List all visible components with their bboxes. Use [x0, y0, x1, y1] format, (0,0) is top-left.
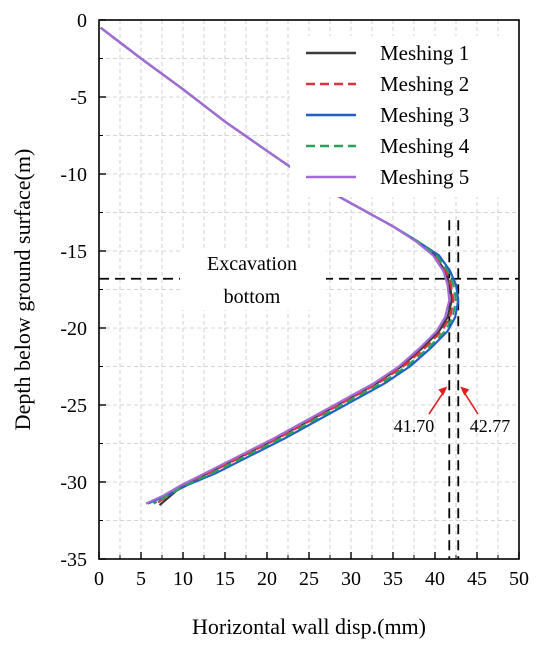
series-group [100, 26, 460, 506]
y-tick-label: -25 [60, 395, 87, 417]
min-displacement-label: 41.70 [394, 416, 435, 436]
x-tick-label: 0 [94, 568, 104, 590]
y-tick-label: -35 [60, 549, 87, 571]
legend-label: Meshing 3 [380, 103, 469, 127]
max-displacement-label: 42.77 [470, 416, 511, 436]
series-line [100, 26, 458, 505]
excavation-label-background [180, 250, 326, 310]
legend-label: Meshing 4 [380, 134, 470, 158]
excavation-label-line1: Excavation [207, 253, 297, 275]
x-tick-label: 30 [341, 568, 361, 590]
excavation-label-line2: bottom [224, 286, 281, 308]
y-tick-label: -30 [60, 472, 87, 494]
x-tick-label: 40 [425, 568, 445, 590]
legend-label: Meshing 5 [380, 165, 469, 189]
y-tick-label: -5 [70, 87, 87, 109]
legend-label: Meshing 2 [380, 72, 469, 96]
y-tick-label: -15 [60, 241, 87, 263]
series-line [100, 26, 451, 505]
x-tick-label: 25 [299, 568, 319, 590]
y-tick-label: -10 [60, 164, 87, 186]
x-tick-label: 45 [467, 568, 487, 590]
series-line [100, 26, 455, 505]
x-tick-label: 35 [383, 568, 403, 590]
y-tick-label: 0 [77, 10, 87, 32]
arrow-min-head [438, 386, 448, 396]
x-tick-label: 20 [257, 568, 277, 590]
x-axis-label: Horizontal wall disp.(mm) [192, 614, 426, 639]
x-tick-label: 5 [136, 568, 146, 590]
x-tick-label: 50 [509, 568, 529, 590]
legend: Meshing 1 Meshing 2 Meshing 3 Meshing 4 Mesh… [290, 36, 517, 197]
x-tick-label: 10 [173, 568, 193, 590]
y-axis-label: Depth below ground surface(m) [10, 149, 35, 431]
axis-ticks: 0 5 10 15 20 25 30 35 40 45 50 0 -5 -10 -15 -20 -25 -30 -3… [60, 10, 529, 590]
legend-background [290, 36, 517, 197]
arrow-max-head [460, 386, 470, 396]
y-tick-label: -20 [60, 318, 87, 340]
legend-label: Meshing 1 [380, 41, 469, 65]
x-tick-label: 15 [215, 568, 235, 590]
annotations: Excavation bottom 41.70 42.77 [180, 250, 510, 436]
